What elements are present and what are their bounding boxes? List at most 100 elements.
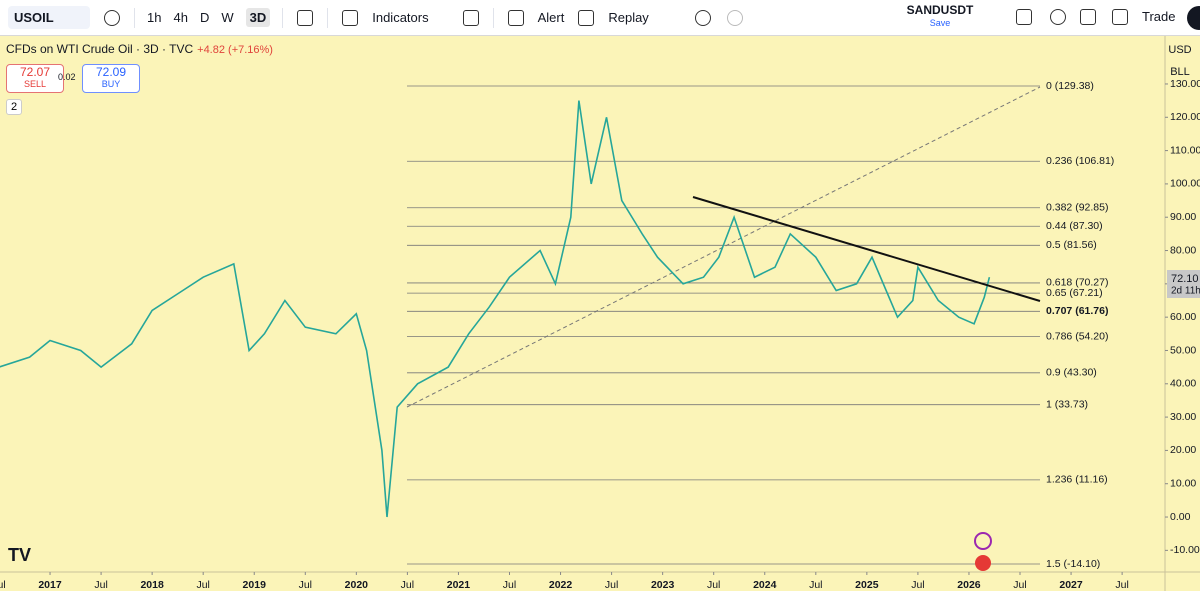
- fib-label: 0.44 (87.30): [1046, 220, 1103, 232]
- x-tick-label: Jul: [299, 579, 312, 591]
- undo[interactable]: [694, 9, 711, 26]
- x-tick-label: 2020: [345, 579, 369, 591]
- sell-button[interactable]: 72.07 SELL: [6, 64, 64, 93]
- y-tick-label: 30.00: [1170, 411, 1196, 423]
- spread: 0.02: [58, 72, 76, 82]
- y-tick-label: 0.00: [1170, 511, 1191, 523]
- replay-button[interactable]: Replay: [608, 10, 649, 25]
- x-tick-label: 2027: [1059, 579, 1083, 591]
- currency[interactable]: USD: [1168, 44, 1191, 56]
- y-tick-label: 100.00: [1170, 178, 1200, 190]
- fib-label: 1 (33.73): [1046, 398, 1088, 410]
- templates[interactable]: [462, 9, 479, 26]
- x-tick-label: Jul: [605, 579, 618, 591]
- fib-trend-line: [406, 86, 1041, 408]
- settings[interactable]: [1050, 9, 1066, 25]
- x-tick-label: Jul: [401, 579, 414, 591]
- separator: [282, 7, 284, 28]
- alert-button[interactable]: Alert: [537, 10, 565, 25]
- fullscreen[interactable]: [1080, 9, 1096, 25]
- fib-label: 0.9 (43.30): [1046, 367, 1097, 379]
- x-tick-label: 2019: [243, 579, 267, 591]
- y-tick-label: 120.00: [1170, 111, 1200, 123]
- last-price: 72.10: [1171, 273, 1199, 285]
- layout-menu[interactable]: SANDUSDT Save: [885, 4, 995, 30]
- change: +4.82 (+7.16%): [197, 44, 273, 56]
- symbol-search[interactable]: USOIL: [8, 6, 90, 29]
- event-icon[interactable]: [975, 555, 991, 571]
- symbol-title: CFDs on WTI Crude Oil · 3D · TVC: [6, 42, 194, 56]
- fib-label: 0.707 (61.76): [1046, 305, 1108, 317]
- chart: 0 (129.38) 0.236 (106.81) 0.382 (92.85) 0.4…: [0, 36, 1200, 591]
- buy-button[interactable]: 72.09 BUY: [82, 64, 140, 93]
- axes-group: -10.00 0.00 10.00 20.00 30.00 40.00 50.00 60.00…: [0, 78, 1200, 591]
- x-tick-label: Jul: [1013, 579, 1026, 591]
- fib-label: 0.5 (81.56): [1046, 239, 1097, 251]
- series-group: [0, 100, 991, 518]
- interval[interactable]: D: [199, 10, 210, 25]
- fib-label: 0 (129.38): [1046, 80, 1094, 92]
- sell-price: 72.07: [19, 65, 51, 79]
- x-tick-label: Jul: [809, 579, 822, 591]
- x-tick-label: 2021: [447, 579, 471, 591]
- price-line: [0, 100, 991, 518]
- x-tick-label: 2022: [549, 579, 573, 591]
- fib-label: 0.786 (54.20): [1046, 330, 1108, 342]
- interval[interactable]: 1h: [147, 10, 162, 25]
- y-tick-label: 10.00: [1170, 478, 1196, 490]
- y-tick-label: 90.00: [1170, 211, 1196, 223]
- profile[interactable]: [1187, 6, 1200, 30]
- x-tick-label: 2024: [753, 579, 777, 591]
- fib-label: 0.236 (106.81): [1046, 155, 1114, 167]
- y-tick-label: 50.00: [1170, 344, 1196, 356]
- x-tick-label: 2023: [651, 579, 675, 591]
- trade-button[interactable]: Trade: [1142, 9, 1176, 24]
- fib-group: 0 (129.38) 0.236 (106.81) 0.382 (92.85) 0.4…: [407, 80, 1114, 570]
- y-tick-label: 20.00: [1170, 444, 1196, 456]
- x-tick-label: Jul: [0, 579, 6, 591]
- unit[interactable]: BLL: [1170, 66, 1190, 78]
- x-tick-label: Jul: [707, 579, 720, 591]
- y-tick-label: -10.00: [1170, 544, 1200, 556]
- plot-background: [0, 36, 1165, 591]
- countdown: 2d 11h: [1171, 286, 1200, 297]
- x-tick-label: Jul: [196, 579, 209, 591]
- toolbar: USOIL 1h 4h D W 3D Indicators Alert Repl…: [0, 0, 1200, 36]
- x-tick-label: Jul: [911, 579, 924, 591]
- x-tick-label: 2026: [957, 579, 981, 591]
- interval[interactable]: 3D: [245, 8, 271, 27]
- trend-line: [692, 196, 1041, 302]
- chart-type[interactable]: [297, 9, 314, 26]
- buy-price: 72.09: [95, 65, 127, 79]
- snapshot[interactable]: [1112, 9, 1128, 25]
- fib-label: 0.382 (92.85): [1046, 202, 1108, 214]
- indicator-count[interactable]: 2: [6, 99, 23, 115]
- buy-label: BUY: [101, 79, 121, 89]
- x-tick-label: 2025: [855, 579, 879, 591]
- x-tick-label: Jul: [1115, 579, 1128, 591]
- sell-label: SELL: [23, 79, 47, 89]
- x-tick-label: Jul: [503, 579, 516, 591]
- alert-icon: [507, 9, 524, 26]
- replay-icon: [578, 9, 595, 26]
- quick-search[interactable]: [1016, 9, 1032, 25]
- indicators-button[interactable]: Indicators: [372, 10, 429, 25]
- separator: [134, 7, 135, 28]
- indicators-icon: [342, 9, 359, 26]
- save-status: Save: [929, 18, 951, 28]
- price-axis: [1165, 36, 1200, 591]
- y-tick-label: 130.00: [1170, 78, 1200, 90]
- x-tick-label: Jul: [94, 579, 107, 591]
- separator: [327, 7, 329, 28]
- layout-name: SANDUSDT: [906, 3, 974, 17]
- legend: CFDs on WTI Crude Oil · 3D · TVC +4.82 (+…: [6, 42, 273, 56]
- interval[interactable]: W: [221, 10, 234, 25]
- fib-label: 1.236 (11.16): [1046, 474, 1108, 486]
- add-symbol[interactable]: [104, 9, 120, 26]
- redo[interactable]: [726, 9, 743, 26]
- interval[interactable]: 4h: [173, 10, 188, 25]
- fib-label: 1.5 (-14.10): [1046, 558, 1100, 570]
- last-price-tag: [1167, 270, 1200, 298]
- event-icon[interactable]: [974, 532, 992, 550]
